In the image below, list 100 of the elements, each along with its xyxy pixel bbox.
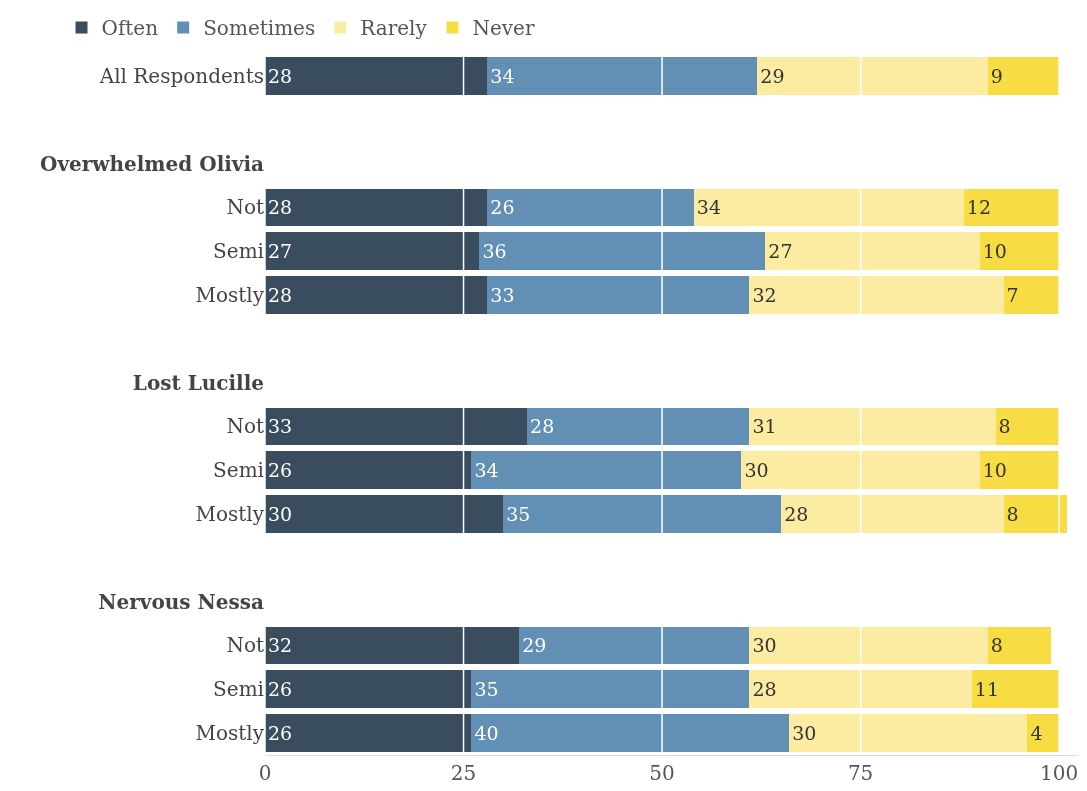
x-tick-label: 0 — [258, 761, 272, 785]
data-label: 30 — [792, 722, 817, 745]
data-label: 31 — [752, 415, 777, 438]
bar — [519, 626, 750, 665]
data-label: 8 — [998, 415, 1011, 438]
data-label: 28 — [752, 678, 777, 701]
bar — [265, 714, 472, 752]
y-tick-label: Mostly — [195, 502, 265, 527]
bar — [503, 495, 782, 533]
data-label: 8 — [990, 634, 1003, 657]
data-label: 9 — [990, 64, 1003, 87]
data-label: 29 — [760, 64, 785, 87]
bar — [757, 57, 988, 95]
y-tick-label: All Respondents — [98, 63, 264, 88]
data-label: 26 — [268, 722, 293, 745]
data-label: 30 — [744, 459, 769, 482]
y-tick-label: Overwhelmed Olivia — [39, 151, 265, 176]
y-tick-label: Lost Lucille — [132, 370, 264, 395]
data-label: 27 — [268, 240, 293, 263]
y-tick-label: Mostly — [195, 721, 265, 746]
bar — [1027, 714, 1060, 752]
data-label: 36 — [482, 240, 507, 263]
bar — [265, 276, 488, 314]
bar — [265, 232, 480, 270]
bar — [971, 670, 1060, 709]
bar — [789, 714, 1028, 752]
bar — [749, 626, 988, 665]
data-label: 26 — [268, 459, 293, 482]
data-label: 35 — [474, 678, 499, 701]
bar — [479, 232, 766, 270]
bar — [265, 188, 488, 227]
data-label: 10 — [982, 240, 1007, 263]
data-label: 34 — [490, 64, 515, 87]
bar — [1003, 495, 1068, 533]
data-label: 32 — [268, 634, 293, 657]
bar — [265, 57, 488, 95]
bar — [987, 626, 1052, 665]
x-tick-label: 25 — [450, 761, 477, 785]
bar — [265, 626, 520, 665]
bar — [693, 188, 964, 227]
x-tick-label: 100 — [1040, 761, 1079, 785]
bar — [471, 670, 750, 709]
y-tick-label: Semi — [213, 458, 264, 483]
y-tick-label: Not — [226, 195, 264, 220]
y-tick-label: Mostly — [195, 282, 265, 307]
bar — [265, 407, 528, 446]
legend-label: Never — [472, 16, 535, 41]
data-label: 28 — [268, 196, 293, 219]
bar — [527, 407, 750, 446]
y-tick-label: Not — [226, 633, 264, 658]
data-label: 28 — [268, 283, 293, 306]
bar — [781, 495, 1004, 533]
y-tick-label: Semi — [213, 239, 264, 264]
bar — [471, 714, 790, 752]
data-label: 4 — [1030, 722, 1043, 745]
y-tick-label: Nervous Nessa — [98, 589, 265, 614]
data-label: 35 — [506, 503, 531, 526]
bar — [765, 232, 980, 270]
data-label: 40 — [474, 722, 499, 745]
legend-label: Sometimes — [203, 16, 316, 41]
x-tick-label: 75 — [847, 761, 874, 785]
bar — [749, 276, 1004, 314]
data-label: 26 — [490, 196, 515, 219]
bar — [749, 670, 972, 709]
data-label: 34 — [474, 459, 499, 482]
legend-label: Often — [101, 16, 159, 41]
bar — [487, 57, 758, 95]
bar — [741, 451, 980, 490]
data-label: 12 — [966, 196, 992, 219]
x-tick-label: 50 — [649, 761, 675, 785]
bar — [749, 407, 996, 446]
data-label: 30 — [268, 503, 293, 526]
bar — [995, 407, 1060, 446]
data-label: 30 — [752, 634, 777, 657]
bar — [963, 188, 1060, 227]
bar — [1003, 276, 1060, 314]
data-label: 29 — [522, 634, 547, 657]
bar — [979, 451, 1060, 490]
legend-label: Rarely — [360, 16, 428, 41]
bar — [265, 670, 472, 709]
bar — [265, 451, 472, 490]
data-label: 7 — [1006, 283, 1019, 306]
data-label: 10 — [982, 459, 1007, 482]
bar — [987, 57, 1060, 95]
data-label: 34 — [696, 196, 722, 219]
data-label: 28 — [784, 503, 809, 526]
data-label: 26 — [268, 678, 293, 701]
data-label: 27 — [768, 240, 793, 263]
bar — [471, 451, 742, 490]
y-tick-label: Semi — [213, 677, 264, 702]
data-label: 28 — [530, 415, 555, 438]
data-label: 8 — [1006, 503, 1019, 526]
data-label: 32 — [752, 283, 777, 306]
bar — [979, 232, 1060, 270]
data-label: 33 — [268, 415, 293, 438]
data-label: 11 — [974, 678, 999, 701]
y-tick-label: Not — [226, 414, 264, 439]
bar — [487, 276, 750, 314]
bar — [265, 495, 504, 533]
data-label: 28 — [268, 64, 293, 87]
